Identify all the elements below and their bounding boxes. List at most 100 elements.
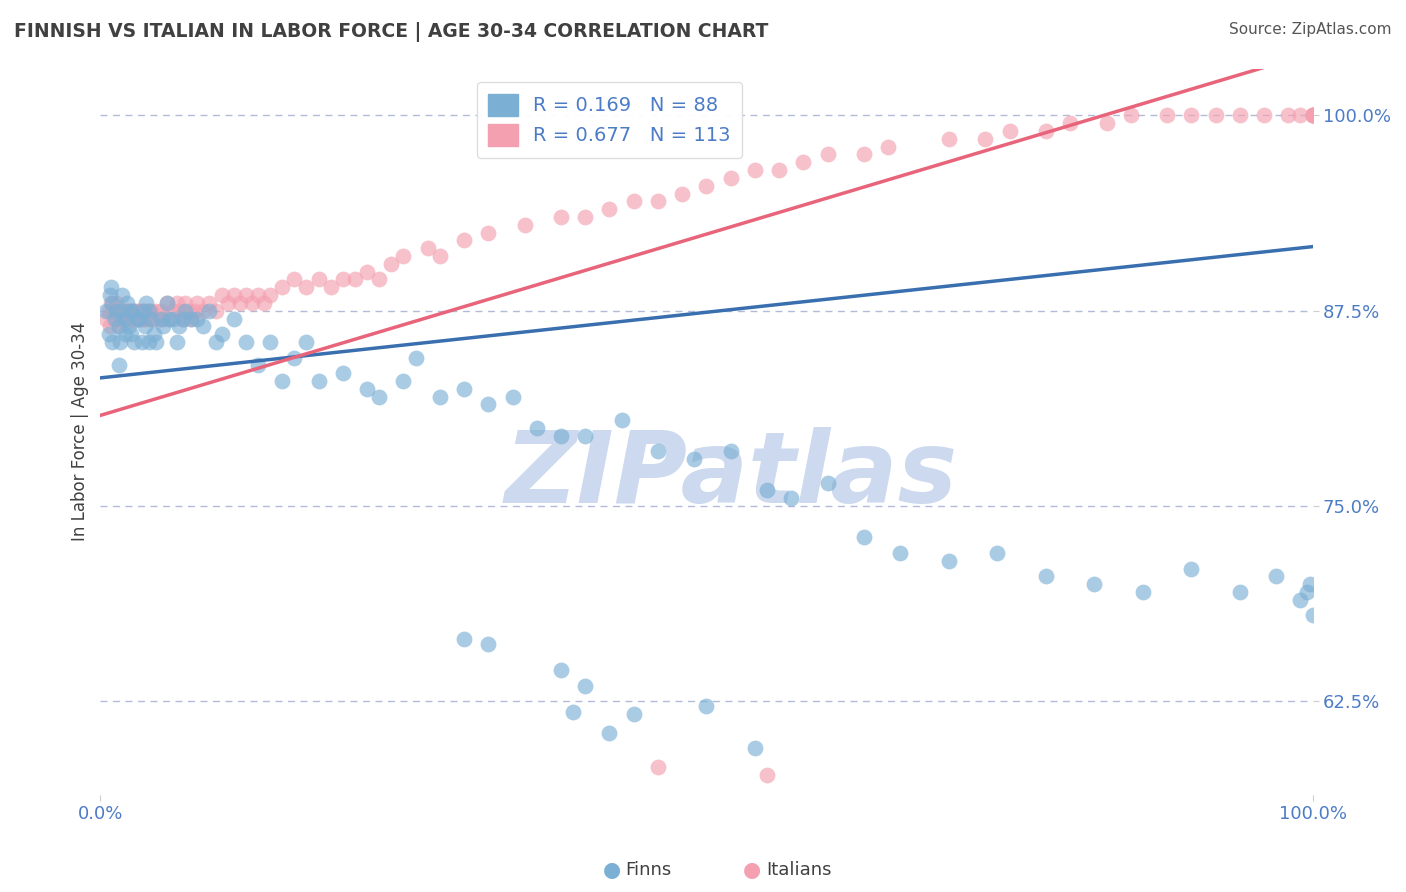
Point (110, 303, 132, 318)
Point (114, 311, 136, 326)
Point (550, 210, 572, 224)
Point (1295, 585, 1317, 599)
Point (1119, 108, 1142, 122)
Point (162, 311, 184, 326)
Point (222, 288, 245, 302)
Point (198, 296, 221, 310)
Point (526, 421, 548, 435)
Point (1229, 585, 1251, 599)
Point (1059, 116, 1081, 130)
Point (103, 311, 125, 326)
Point (477, 636, 499, 650)
Point (647, 444, 669, 458)
Point (127, 311, 149, 326)
Point (695, 698, 717, 713)
Point (174, 303, 197, 318)
Point (105, 296, 128, 310)
Point (271, 280, 294, 294)
Point (695, 178, 717, 193)
Point (118, 319, 141, 334)
Point (1253, 108, 1275, 122)
Point (1132, 585, 1154, 599)
Point (115, 296, 138, 310)
Point (111, 288, 134, 302)
Point (610, 413, 633, 427)
Point (853, 530, 876, 544)
Point (121, 303, 143, 318)
Point (167, 319, 190, 334)
Point (574, 428, 596, 442)
Point (938, 554, 960, 568)
Point (101, 303, 124, 318)
Point (259, 288, 281, 302)
Point (356, 382, 378, 396)
Point (647, 760, 669, 774)
Point (166, 296, 188, 310)
Point (180, 311, 202, 326)
Point (101, 334, 124, 349)
Point (308, 374, 330, 388)
Point (111, 303, 134, 318)
Point (111, 311, 134, 326)
Point (125, 311, 148, 326)
Point (356, 265, 378, 279)
Point (107, 359, 129, 373)
Point (149, 311, 172, 326)
Point (124, 311, 146, 326)
Point (125, 303, 148, 318)
Point (1180, 108, 1202, 122)
Point (1180, 561, 1202, 575)
Point (332, 366, 354, 380)
Point (792, 155, 814, 169)
Point (562, 705, 585, 719)
Point (138, 334, 160, 349)
Point (114, 327, 136, 342)
Point (1302, 108, 1324, 122)
Point (974, 132, 997, 146)
Point (108, 334, 131, 349)
Point (107, 319, 129, 334)
Text: Finns: Finns (626, 861, 672, 879)
Point (1083, 577, 1105, 591)
Point (114, 311, 136, 326)
Point (172, 311, 194, 326)
Text: Source: ZipAtlas.com: Source: ZipAtlas.com (1229, 22, 1392, 37)
Legend: R = 0.169   N = 88, R = 0.677   N = 113: R = 0.169 N = 88, R = 0.677 N = 113 (477, 82, 742, 158)
Point (720, 170, 742, 185)
Point (152, 311, 174, 326)
Point (392, 374, 415, 388)
Point (720, 444, 742, 458)
Text: Italians: Italians (766, 861, 832, 879)
Point (998, 124, 1021, 138)
Point (283, 272, 305, 286)
Point (1277, 108, 1299, 122)
Point (156, 296, 179, 310)
Text: ZIPatlas: ZIPatlas (505, 427, 957, 524)
Point (118, 303, 141, 318)
Point (308, 272, 330, 286)
Point (96, 311, 118, 326)
Point (139, 311, 162, 326)
Point (240, 296, 263, 310)
Point (217, 296, 239, 310)
Point (211, 327, 233, 342)
Point (141, 311, 163, 326)
Point (283, 351, 305, 365)
Point (145, 303, 167, 318)
Point (392, 249, 415, 263)
Point (1302, 608, 1324, 623)
Point (101, 296, 124, 310)
Point (167, 303, 190, 318)
Point (1035, 569, 1057, 583)
Point (172, 311, 194, 326)
Point (162, 303, 184, 318)
Point (405, 351, 427, 365)
Point (159, 311, 181, 326)
Point (156, 296, 179, 310)
Point (477, 397, 499, 411)
Point (368, 390, 391, 404)
Point (1156, 108, 1178, 122)
Point (142, 311, 165, 326)
Point (105, 303, 128, 318)
Point (180, 311, 202, 326)
